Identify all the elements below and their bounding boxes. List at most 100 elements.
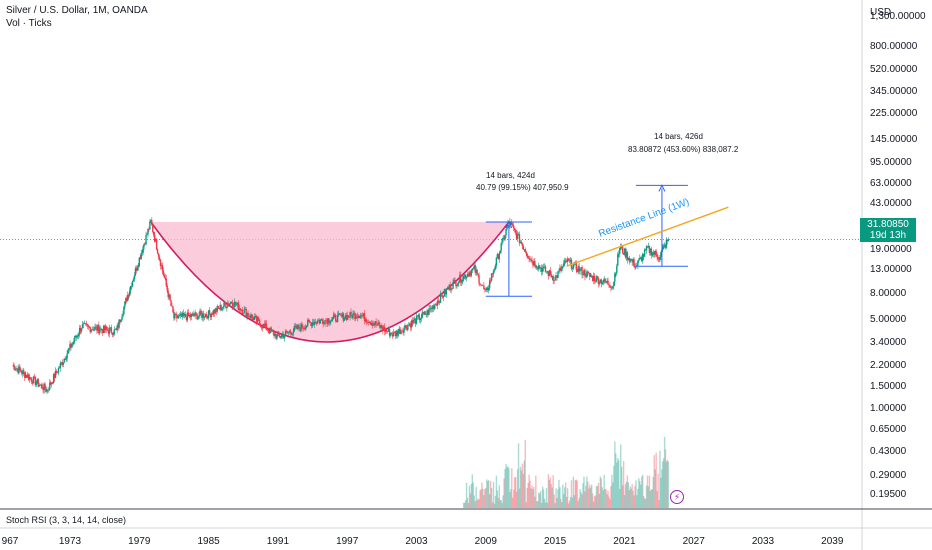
candle-body bbox=[135, 268, 138, 271]
candle bbox=[650, 246, 653, 259]
candle-body bbox=[265, 323, 268, 331]
candle-body bbox=[215, 308, 217, 312]
candle bbox=[18, 363, 20, 375]
candle bbox=[607, 277, 609, 286]
candle bbox=[638, 257, 640, 263]
candle-body bbox=[624, 248, 627, 258]
lightning-icon[interactable]: ⚡ bbox=[670, 490, 684, 504]
candle-body bbox=[513, 228, 516, 231]
candle bbox=[413, 316, 416, 324]
candle-body bbox=[315, 323, 318, 324]
candle-body bbox=[72, 342, 74, 345]
candle bbox=[591, 275, 594, 282]
candle bbox=[382, 325, 384, 335]
candle bbox=[468, 270, 471, 277]
volume-bar bbox=[639, 480, 641, 508]
candle bbox=[218, 307, 220, 310]
candle bbox=[479, 283, 481, 287]
candle bbox=[315, 321, 318, 326]
volume-bar bbox=[594, 495, 597, 508]
candle bbox=[346, 311, 348, 321]
candle-body bbox=[27, 374, 30, 380]
candle-body bbox=[443, 289, 446, 297]
candle-body bbox=[665, 239, 668, 248]
candle-body bbox=[632, 259, 634, 263]
candle-body bbox=[655, 251, 657, 255]
candle-body bbox=[268, 331, 270, 334]
candle-body bbox=[210, 313, 213, 318]
candle bbox=[503, 234, 505, 241]
candle bbox=[13, 363, 15, 371]
candle bbox=[29, 376, 32, 380]
candle-body bbox=[454, 280, 456, 282]
candle bbox=[189, 312, 192, 321]
candle-body bbox=[401, 330, 403, 332]
candle-body bbox=[398, 328, 400, 332]
candle bbox=[284, 329, 287, 337]
candle bbox=[450, 285, 452, 294]
volume-bar bbox=[472, 482, 474, 508]
currency-label[interactable]: USD bbox=[870, 7, 892, 18]
volume-legend[interactable]: Vol · Ticks bbox=[6, 18, 52, 29]
candle-body bbox=[245, 308, 247, 317]
price-tick-label: 0.43000 bbox=[870, 446, 907, 457]
candle bbox=[221, 307, 223, 312]
candle-body bbox=[321, 319, 323, 321]
candle bbox=[49, 379, 51, 391]
candle bbox=[142, 245, 144, 255]
candle bbox=[492, 269, 495, 278]
candle-body bbox=[218, 308, 220, 310]
symbol-title[interactable]: Silver / U.S. Dollar, 1M, OANDA bbox=[6, 5, 148, 16]
candle bbox=[37, 377, 39, 388]
stoch-rsi-legend[interactable]: Stoch RSI (3, 3, 14, 14, close) bbox=[6, 515, 127, 525]
candle bbox=[58, 365, 61, 369]
candle bbox=[535, 264, 537, 270]
volume-bar bbox=[617, 457, 619, 508]
candle bbox=[196, 313, 198, 321]
candle bbox=[169, 294, 171, 301]
candle bbox=[407, 323, 409, 332]
candle bbox=[20, 368, 22, 373]
candle bbox=[143, 242, 145, 250]
candle-body bbox=[61, 362, 63, 365]
candle-body bbox=[316, 321, 319, 324]
candle bbox=[350, 308, 352, 316]
candle bbox=[266, 328, 269, 332]
price-tick-label: 520.00000 bbox=[870, 64, 918, 75]
candle bbox=[259, 323, 262, 328]
candle-body bbox=[21, 372, 23, 374]
candle-body bbox=[187, 312, 190, 316]
volume-bar bbox=[518, 488, 521, 508]
candle-body bbox=[237, 302, 240, 311]
candle bbox=[389, 332, 392, 338]
volume-bar bbox=[606, 494, 608, 508]
candle bbox=[119, 318, 121, 325]
candle-body bbox=[504, 235, 506, 240]
volume-bar bbox=[475, 486, 477, 508]
candle bbox=[605, 280, 607, 285]
volume-bar bbox=[641, 476, 643, 508]
candle-body bbox=[523, 249, 525, 250]
candle-body bbox=[667, 239, 669, 242]
candle-body bbox=[244, 308, 246, 310]
candle bbox=[161, 262, 164, 274]
candle bbox=[398, 325, 400, 334]
candle bbox=[293, 323, 295, 333]
candle bbox=[154, 238, 157, 243]
candle-body bbox=[514, 230, 517, 233]
candle bbox=[141, 249, 143, 257]
volume-bar bbox=[558, 479, 560, 508]
candle-body bbox=[620, 246, 622, 248]
candle-body bbox=[74, 335, 76, 342]
volume-bar bbox=[633, 495, 635, 508]
candle bbox=[655, 248, 657, 257]
time-tick-label: 1997 bbox=[336, 536, 359, 547]
candle-body bbox=[284, 330, 287, 336]
candle-body bbox=[186, 312, 189, 321]
candle-body bbox=[344, 315, 346, 319]
candle-body bbox=[649, 248, 652, 253]
candle bbox=[622, 252, 625, 255]
candle bbox=[247, 310, 249, 318]
candle-body bbox=[368, 321, 371, 323]
